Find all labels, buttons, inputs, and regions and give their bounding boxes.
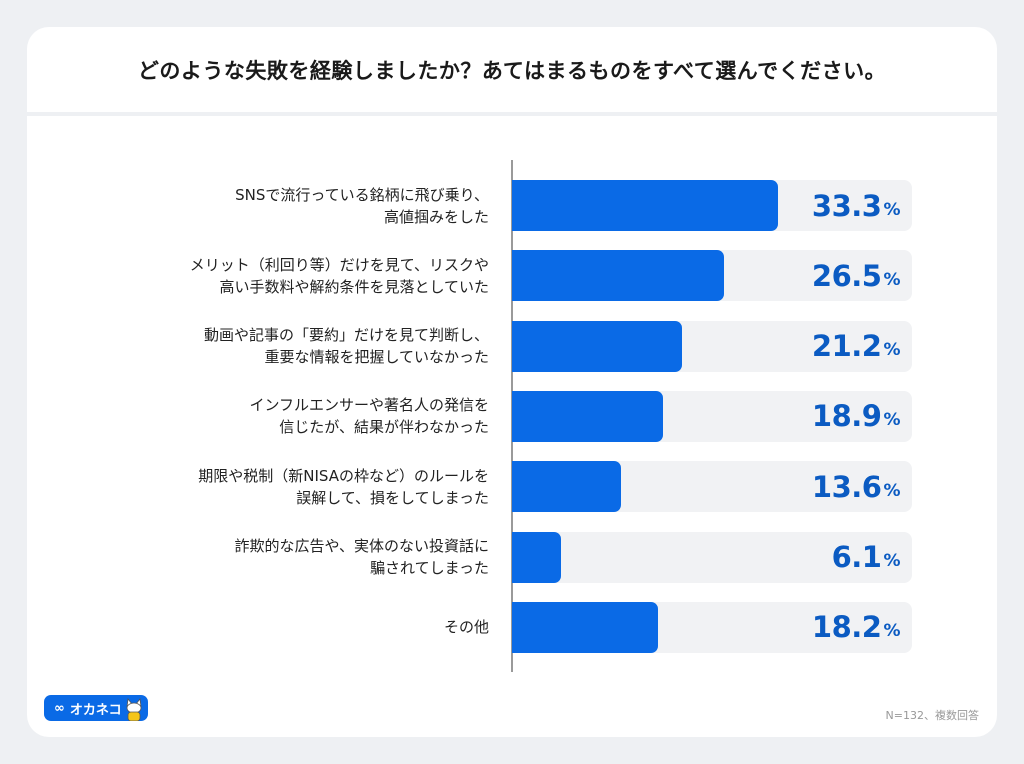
value-number: 13.6 [811,469,882,504]
logo-text: オカネコ [69,702,122,718]
category-label: SNSで流行っている銘柄に飛び乗り、高値掴みをした [235,180,489,231]
bar-track: 13.6% [512,461,912,513]
bar [512,320,682,372]
bar [512,250,724,302]
category-label: インフルエンサーや著名人の発信を信じたが、結果が伴わなかった [249,391,489,442]
cat-mascot-icon [126,698,142,721]
category-label-line: SNSで流行っている銘柄に飛び乗り、 [235,185,489,204]
value-unit: % [883,269,900,290]
category-label-line: 騙されてしまった [370,559,489,577]
value-number: 26.5 [811,258,882,293]
bar-track: 6.1% [512,531,912,583]
value-label: 33.3% [811,180,901,231]
value-label: 26.5% [811,250,901,301]
category-label-line: インフルエンサーや著名人の発信を [249,396,489,415]
value-unit: % [883,551,900,571]
value-number: 18.9 [811,399,882,434]
bar-track: 21.2% [512,320,912,372]
category-label: 動画や記事の「要約」だけを見て判断し、重要な情報を把握していなかった [204,321,489,372]
value-number: 18.2 [811,610,882,645]
bar-row: SNSで流行っている銘柄に飛び乗り、高値掴みをした 33.3% [27,180,997,231]
value-number: 21.2 [811,329,882,364]
value-unit: % [883,410,900,431]
value-label: 6.1% [831,532,901,583]
value-unit: % [883,621,900,642]
category-label-line: 高値掴みをした [383,207,489,226]
category-label: メリット（利回り等）だけを見て、リスクや高い手数料や解約条件を見落としていた [190,250,489,301]
value-unit: % [883,480,900,501]
bar [512,180,779,231]
category-label-line: 動画や記事の「要約」だけを見て判断し、 [203,326,489,345]
category-label-line: 期限や税制（新NISAの枠など）のルールを [198,466,489,485]
bar-row: その他 18.2% [27,601,997,653]
category-label-line: その他 [443,618,489,637]
bar-track: 26.5% [512,250,912,302]
value-number: 6.1 [831,540,882,574]
bar [512,390,664,442]
value-label: 21.2% [811,321,901,372]
bar-row: 動画や記事の「要約」だけを見て判断し、重要な情報を把握していなかった 21.2% [27,320,997,372]
infinity-icon: ∞ [54,700,65,716]
category-label-line: 誤解して、損をしてしまった [296,488,489,507]
bar-row: インフルエンサーや著名人の発信を信じたが、結果が伴わなかった 18.9% [27,390,997,442]
category-label-line: 信じたが、結果が伴わなかった [279,418,489,437]
bar-row: メリット（利回り等）だけを見て、リスクや高い手数料や解約条件を見落としていた 26… [27,250,997,302]
value-number: 33.3 [811,188,882,223]
category-label: 詐欺的な広告や、実体のない投資話に騙されてしまった [234,532,489,583]
value-label: 18.9% [811,391,901,442]
chart-title: どのような失敗を経験しましたか？あてはまるものをすべて選んでください。 [137,58,887,83]
category-label-line: 詐欺的な広告や、実体のない投資話に [234,537,489,555]
value-label: 13.6% [811,461,901,512]
category-label-line: 重要な情報を把握していなかった [264,348,489,367]
category-label-line: メリット（利回り等）だけを見て、リスクや [189,255,489,274]
sample-note: N=132、複数回答 [885,709,979,722]
value-unit: % [883,340,900,361]
okaneko-logo: ∞ オカネコ [44,695,148,721]
chart-card: どのような失敗を経験しましたか？あてはまるものをすべて選んでください。 SNSで… [27,27,997,737]
bar-row: 期限や税制（新NISAの枠など）のルールを誤解して、損をしてしまった 13.6% [27,461,997,513]
category-label: その他 [444,602,489,653]
bar-track: 33.3% [512,180,912,231]
bar [512,601,658,653]
bar-track: 18.9% [512,390,912,442]
bar [512,461,621,513]
category-label: 期限や税制（新NISAの枠など）のルールを誤解して、損をしてしまった [198,461,489,512]
chart-header: どのような失敗を経験しましたか？あてはまるものをすべて選んでください。 [27,27,997,116]
bar-track: 18.2% [512,601,912,653]
category-label-line: 高い手数料や解約条件を見落としていた [219,277,489,296]
value-unit: % [883,199,900,220]
value-label: 18.2% [811,602,901,653]
bar-row: 詐欺的な広告や、実体のない投資話に騙されてしまった 6.1% [27,531,997,583]
bar [512,531,561,583]
